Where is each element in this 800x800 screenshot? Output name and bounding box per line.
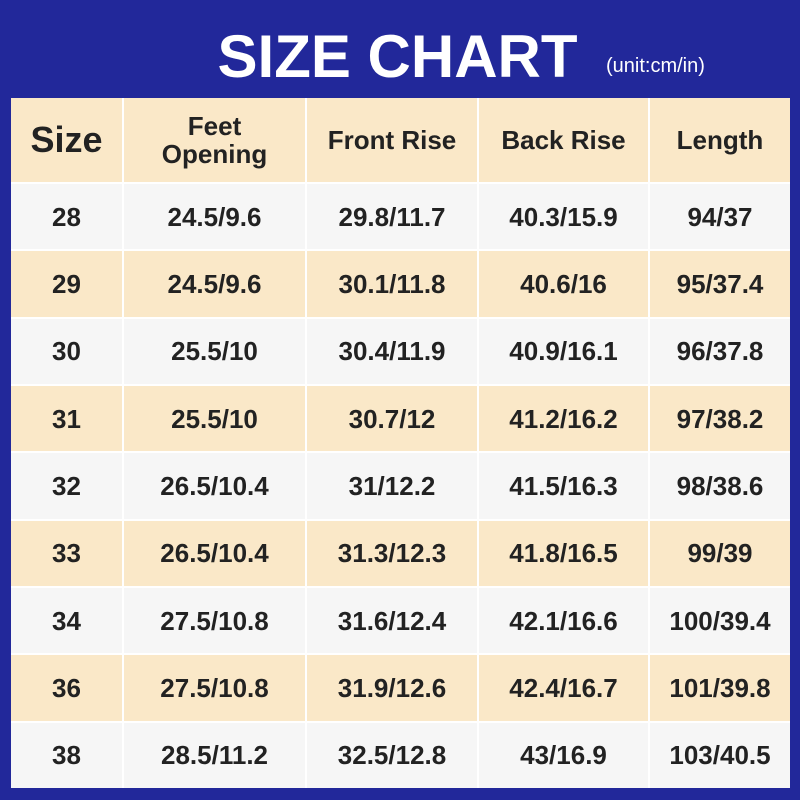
column-header: Feet Opening (124, 98, 305, 182)
size-cell: 29 (11, 251, 122, 317)
table-cell: 27.5/10.8 (124, 588, 305, 654)
table-cell: 26.5/10.4 (124, 453, 305, 519)
table-cell: 42.1/16.6 (479, 588, 648, 654)
table-cell: 25.5/10 (124, 386, 305, 452)
table-cell: 26.5/10.4 (124, 520, 305, 586)
size-cell: 28 (11, 184, 122, 250)
size-cell: 31 (11, 386, 122, 452)
table-cell: 31.9/12.6 (307, 655, 477, 721)
size-cell: 30 (11, 318, 122, 384)
table-cell: 103/40.5 (650, 722, 790, 788)
size-cell: 38 (11, 722, 122, 788)
size-cell: 33 (11, 520, 122, 586)
table-cell: 29.8/11.7 (307, 184, 477, 250)
table-cell: 30.1/11.8 (307, 251, 477, 317)
table-cell: 97/38.2 (650, 386, 790, 452)
table-cell: 43/16.9 (479, 722, 648, 788)
page-title: SIZE CHART (217, 23, 578, 90)
table-cell: 32.5/12.8 (307, 722, 477, 788)
table-cell: 30.4/11.9 (307, 318, 477, 384)
table-cell: 41.5/16.3 (479, 453, 648, 519)
table-cell: 40.6/16 (479, 251, 648, 317)
table-cell: 101/39.8 (650, 655, 790, 721)
column-header: Size (11, 98, 122, 182)
size-cell: 36 (11, 655, 122, 721)
table-cell: 98/38.6 (650, 453, 790, 519)
table-cell: 27.5/10.8 (124, 655, 305, 721)
table-cell: 95/37.4 (650, 251, 790, 317)
table-cell: 31.3/12.3 (307, 520, 477, 586)
column-header: Length (650, 98, 790, 182)
table-cell: 41.8/16.5 (479, 520, 648, 586)
table-cell: 94/37 (650, 184, 790, 250)
table-cell: 31/12.2 (307, 453, 477, 519)
table-cell: 24.5/9.6 (124, 251, 305, 317)
unit-label: (unit:cm/in) (606, 55, 705, 77)
column-header: Front Rise (307, 98, 477, 182)
table-cell: 28.5/11.2 (124, 722, 305, 788)
table-cell: 41.2/16.2 (479, 386, 648, 452)
table-cell: 25.5/10 (124, 318, 305, 384)
size-cell: 34 (11, 588, 122, 654)
table-cell: 42.4/16.7 (479, 655, 648, 721)
table-cell: 96/37.8 (650, 318, 790, 384)
table-cell: 99/39 (650, 520, 790, 586)
table-cell: 30.7/12 (307, 386, 477, 452)
table-cell: 40.3/15.9 (479, 184, 648, 250)
size-table: Size Feet Opening Front Rise Back Rise Lengt… (11, 98, 790, 788)
column-header: Back Rise (479, 98, 648, 182)
table-cell: 100/39.4 (650, 588, 790, 654)
table-cell: 31.6/12.4 (307, 588, 477, 654)
table-cell: 40.9/16.1 (479, 318, 648, 384)
size-cell: 32 (11, 453, 122, 519)
table-cell: 24.5/9.6 (124, 184, 305, 250)
